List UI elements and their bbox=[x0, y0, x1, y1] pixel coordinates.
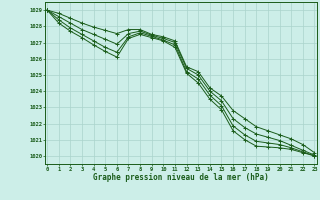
X-axis label: Graphe pression niveau de la mer (hPa): Graphe pression niveau de la mer (hPa) bbox=[93, 173, 269, 182]
